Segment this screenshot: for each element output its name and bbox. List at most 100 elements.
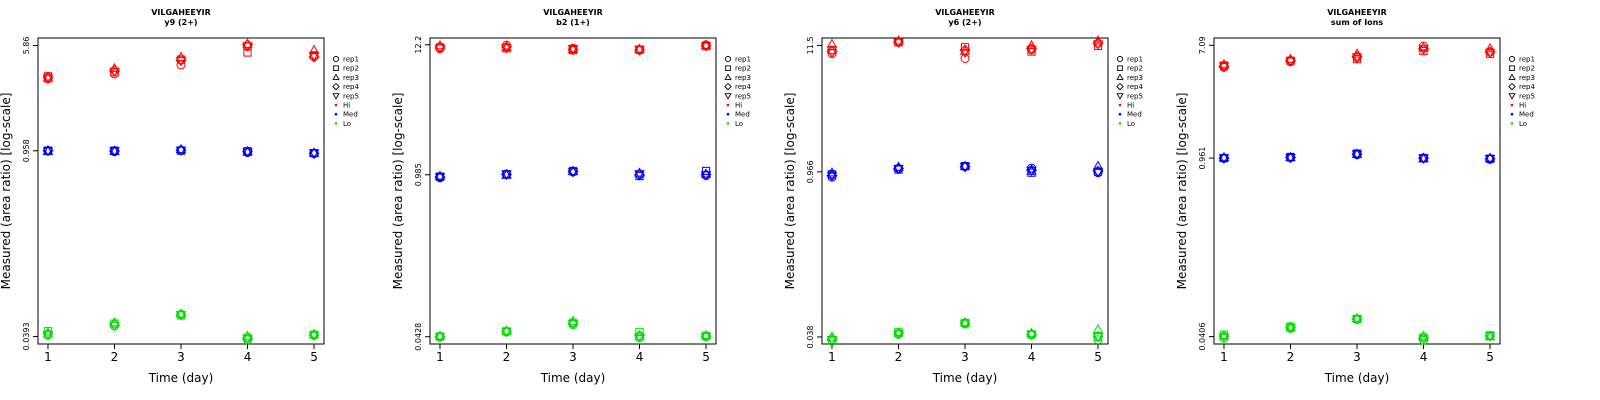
legend-label-lo: Lo — [735, 120, 743, 128]
x-tick-label: 2 — [1287, 350, 1295, 364]
series-med — [826, 160, 1104, 182]
legend-symbol-med — [1510, 112, 1514, 116]
plot-frame — [1213, 37, 1501, 345]
point-med-day2-rep5 — [501, 170, 512, 180]
legend-label-rep4: rep4 — [343, 83, 359, 91]
legend-label-rep2: rep2 — [735, 65, 751, 73]
series-lo — [42, 308, 320, 345]
point-med-day5-rep5 — [308, 149, 320, 159]
point-hi-day3-rep5 — [959, 48, 971, 59]
series-hi — [826, 35, 1104, 64]
point-lo-day2-rep5 — [1285, 323, 1296, 334]
legend-label-hi: Hi — [735, 102, 742, 110]
legend-label-rep3: rep3 — [1127, 74, 1143, 82]
point-lo-day1-rep5 — [434, 332, 446, 343]
legend-label-rep1: rep1 — [343, 56, 359, 64]
legend-symbol-rep3 — [1116, 73, 1124, 80]
point-med-day1-rep5 — [42, 147, 54, 157]
point-med-day2-rep3 — [109, 145, 120, 155]
legend-label-rep3: rep3 — [343, 74, 359, 82]
legend-label-lo: Lo — [1519, 120, 1527, 128]
legend-label-med: Med — [735, 111, 750, 119]
series-med — [1218, 148, 1496, 165]
x-axis-label: Time (day) — [1324, 371, 1390, 385]
legend-symbol-rep4 — [332, 82, 340, 91]
point-hi-day1-rep5 — [1218, 62, 1230, 72]
plot-frame — [37, 37, 325, 345]
point-lo-day2-rep2 — [502, 327, 511, 336]
point-hi-day5-rep5 — [700, 42, 712, 52]
y-axis-label: Measured (area ratio) [log-scale] — [1175, 93, 1189, 290]
y-tick-label: 0.038 — [806, 326, 815, 349]
point-lo-day3-rep5 — [959, 319, 971, 330]
x-tick-label: 2 — [895, 350, 903, 364]
point-med-day5-rep3 — [700, 168, 712, 178]
point-hi-day5-rep5 — [1092, 40, 1104, 50]
point-hi-day5-rep5 — [1484, 48, 1496, 59]
point-lo-day3-rep3 — [959, 316, 971, 327]
chart-title: VILGAHEEYIR — [1327, 8, 1387, 17]
point-hi-day4-rep5 — [634, 45, 645, 56]
point-lo-day5-rep5 — [1484, 332, 1496, 342]
point-lo-day4-rep5 — [1026, 330, 1037, 341]
point-hi-day3-rep3 — [1351, 48, 1363, 58]
point-med-day3-rep3 — [1351, 148, 1363, 158]
point-hi-day2-rep3 — [501, 41, 512, 52]
legend-label-rep1: rep1 — [1519, 56, 1535, 64]
point-hi-day1-rep3 — [42, 72, 54, 82]
point-med-day5-rep5 — [1484, 155, 1496, 165]
legend-symbol-rep3 — [724, 73, 732, 80]
point-hi-day3-rep5 — [1351, 53, 1363, 63]
point-hi-day3-rep1 — [960, 54, 970, 64]
legend-label-rep5: rep5 — [735, 92, 751, 100]
legend-symbol-rep5 — [1508, 93, 1516, 100]
point-hi-day1-rep5 — [434, 44, 446, 54]
point-lo-day1-rep5 — [42, 330, 54, 341]
y-axis-label: Measured (area ratio) [log-scale] — [783, 93, 797, 290]
legend-symbol-rep4 — [1116, 82, 1124, 91]
series-lo — [826, 316, 1104, 346]
point-lo-day2-rep5 — [109, 321, 120, 332]
legend-symbol-rep3 — [332, 73, 340, 80]
chart-title: VILGAHEEYIR — [151, 8, 211, 17]
series-hi — [434, 39, 712, 56]
point-hi-day4-rep5 — [1026, 45, 1037, 56]
point-med-day2-rep5 — [109, 147, 120, 157]
point-hi-day3-rep5 — [175, 57, 187, 67]
point-lo-day4-rep2 — [635, 327, 644, 337]
legend-symbol-rep5 — [1116, 93, 1124, 100]
legend-symbol-lo — [334, 122, 338, 125]
legend-symbol-hi — [726, 103, 730, 107]
chart-subtitle: sum of Ions — [1331, 18, 1384, 27]
point-lo-day1-rep3 — [42, 328, 54, 338]
legend-label-rep2: rep2 — [343, 65, 359, 73]
point-med-day4-rep3 — [242, 146, 253, 156]
y-tick-label: 0.958 — [22, 139, 31, 162]
point-med-day3-rep3 — [959, 160, 971, 170]
legend-label-rep3: rep3 — [1519, 74, 1535, 82]
y-tick-label: 0.961 — [1198, 147, 1207, 170]
legend-symbol-med — [726, 112, 730, 116]
legend-symbol-rep5 — [332, 93, 340, 100]
point-med-day3-rep5 — [567, 168, 579, 178]
y-tick-label: 5.86 — [22, 37, 31, 55]
legend-symbol-rep2 — [725, 65, 731, 71]
x-tick-label: 2 — [111, 350, 119, 364]
point-lo-day1-rep5 — [826, 336, 838, 346]
point-med-day4-rep5 — [242, 148, 253, 158]
x-tick-label: 5 — [702, 350, 710, 364]
y-tick-label: 0.0406 — [1198, 323, 1207, 351]
y-tick-label: 0.966 — [806, 160, 815, 183]
x-tick-label: 3 — [177, 350, 185, 364]
legend-symbol-rep1 — [1508, 55, 1516, 63]
point-hi-day5-rep5 — [308, 52, 320, 62]
legend-symbol-rep4 — [1508, 82, 1516, 91]
chart-title: VILGAHEEYIR — [935, 8, 995, 17]
legend-symbol-rep4 — [724, 82, 732, 91]
series-hi — [1218, 41, 1496, 72]
legend-label-lo: Lo — [1127, 120, 1135, 128]
